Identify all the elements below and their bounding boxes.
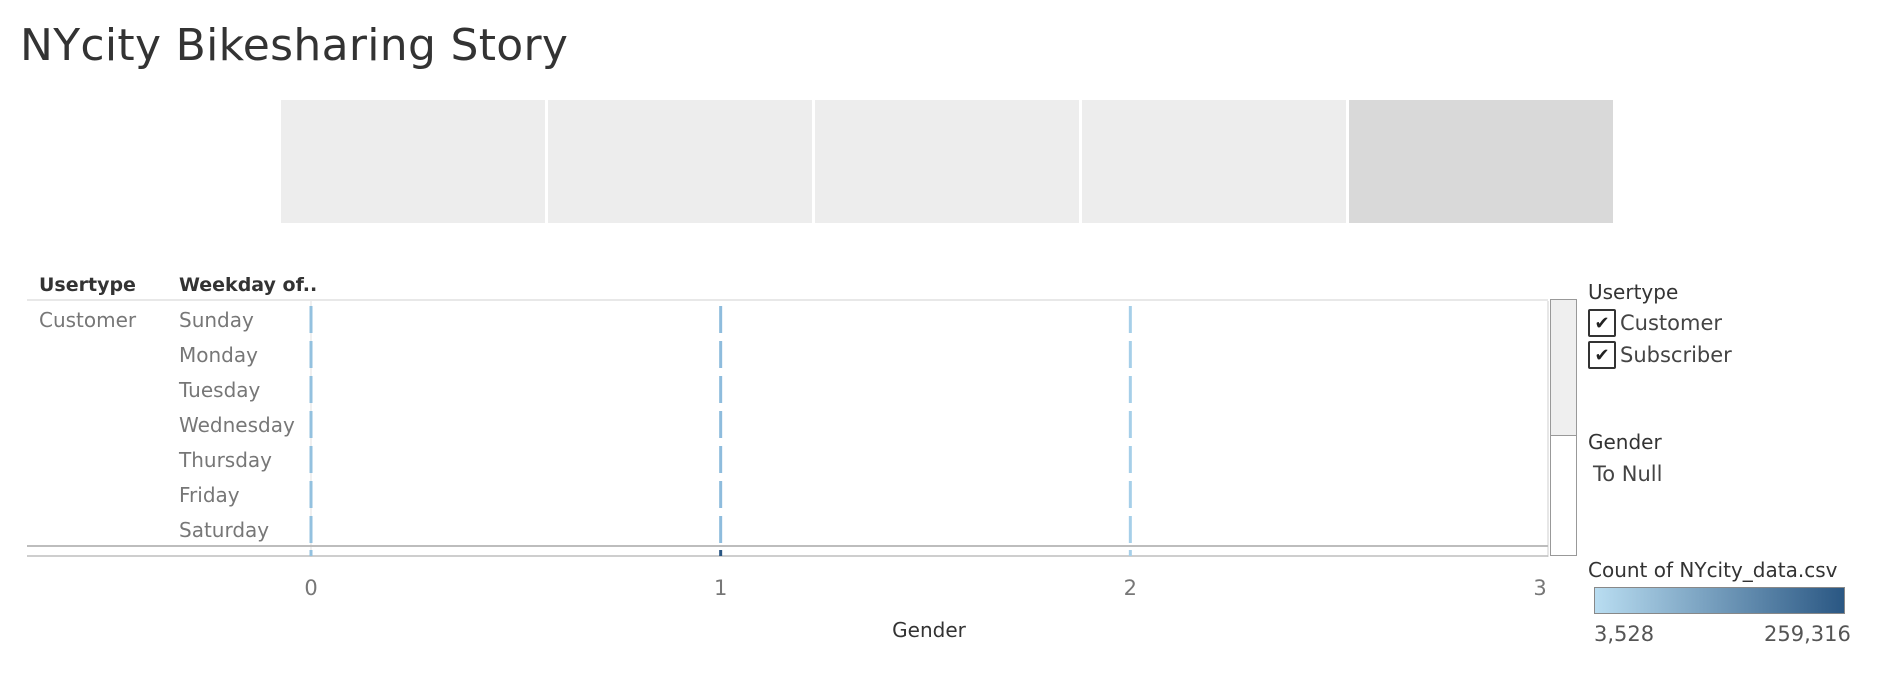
mark-monday-gender-1[interactable] bbox=[719, 341, 723, 368]
color-ramp bbox=[1594, 587, 1845, 614]
header-weekday: Weekday of.. bbox=[179, 274, 318, 296]
weekday-label-saturday: Saturday bbox=[179, 518, 270, 542]
mark-next-pane-gender-2[interactable] bbox=[1128, 550, 1132, 556]
legend-label-customer: Customer bbox=[1620, 311, 1723, 335]
mark-tuesday-gender-2[interactable] bbox=[1128, 376, 1132, 403]
mark-friday-gender-1[interactable] bbox=[719, 481, 723, 508]
scrollbar-thumb[interactable] bbox=[1551, 300, 1576, 436]
mark-thursday-gender-1[interactable] bbox=[719, 446, 723, 473]
legend-item-customer[interactable]: ✔ Customer bbox=[1588, 308, 1722, 338]
mark-wednesday-gender-1[interactable] bbox=[719, 411, 723, 438]
weekday-label-thursday: Thursday bbox=[179, 448, 272, 472]
mark-thursday-gender-0[interactable] bbox=[309, 446, 313, 473]
mark-tuesday-gender-1[interactable] bbox=[719, 376, 723, 403]
story-point-5[interactable] bbox=[1349, 100, 1613, 223]
weekday-label-friday: Friday bbox=[179, 483, 240, 507]
mark-saturday-gender-1[interactable] bbox=[719, 516, 723, 543]
mark-friday-gender-2[interactable] bbox=[1128, 481, 1132, 508]
x-tick-label-2: 2 bbox=[1124, 576, 1137, 600]
story-point-3[interactable] bbox=[815, 100, 1079, 223]
mark-sunday-gender-0[interactable] bbox=[309, 306, 313, 333]
mark-friday-gender-0[interactable] bbox=[309, 481, 313, 508]
mark-saturday-gender-0[interactable] bbox=[309, 516, 313, 543]
legend-item-subscriber[interactable]: ✔ Subscriber bbox=[1588, 340, 1732, 370]
page-title: NYcity Bikesharing Story bbox=[20, 20, 569, 71]
legend-gender-title: Gender bbox=[1588, 430, 1662, 454]
checkbox-customer[interactable]: ✔ bbox=[1588, 309, 1616, 337]
color-max-label: 259,316 bbox=[1764, 622, 1851, 646]
mark-monday-gender-2[interactable] bbox=[1128, 341, 1132, 368]
story-point-1[interactable] bbox=[281, 100, 545, 223]
story-point-4[interactable] bbox=[1082, 100, 1346, 223]
weekday-label-sunday: Sunday bbox=[179, 308, 254, 332]
color-min-label: 3,528 bbox=[1594, 622, 1655, 646]
mark-thursday-gender-2[interactable] bbox=[1128, 446, 1132, 473]
usertype-label-customer: Customer bbox=[39, 308, 137, 332]
chart-scrollbar[interactable] bbox=[1550, 299, 1577, 556]
mark-sunday-gender-2[interactable] bbox=[1128, 306, 1132, 333]
mark-sunday-gender-1[interactable] bbox=[719, 306, 723, 333]
mark-saturday-gender-2[interactable] bbox=[1128, 516, 1132, 543]
x-tick-label-3: 3 bbox=[1533, 576, 1546, 600]
gender-filter-value[interactable]: To Null bbox=[1593, 462, 1663, 486]
mark-monday-gender-0[interactable] bbox=[309, 341, 313, 368]
weekday-label-tuesday: Tuesday bbox=[179, 378, 261, 402]
story-navigator bbox=[281, 100, 1613, 223]
legend-color-title: Count of NYcity_data.csv bbox=[1588, 558, 1838, 582]
checkbox-subscriber[interactable]: ✔ bbox=[1588, 341, 1616, 369]
legend-usertype-title: Usertype bbox=[1588, 280, 1679, 304]
weekday-label-wednesday: Wednesday bbox=[179, 413, 295, 437]
x-tick-label-1: 1 bbox=[714, 576, 727, 600]
mark-next-pane-gender-1[interactable] bbox=[719, 550, 723, 556]
weekday-label-monday: Monday bbox=[179, 343, 258, 367]
x-tick-label-0: 0 bbox=[304, 576, 317, 600]
mark-wednesday-gender-0[interactable] bbox=[309, 411, 313, 438]
legend-label-subscriber: Subscriber bbox=[1620, 343, 1732, 367]
header-usertype: Usertype bbox=[39, 274, 136, 296]
mark-tuesday-gender-0[interactable] bbox=[309, 376, 313, 403]
mark-next-pane-gender-0[interactable] bbox=[309, 550, 313, 556]
mark-wednesday-gender-2[interactable] bbox=[1128, 411, 1132, 438]
story-point-2[interactable] bbox=[548, 100, 812, 223]
x-axis-title: Gender bbox=[892, 618, 966, 642]
